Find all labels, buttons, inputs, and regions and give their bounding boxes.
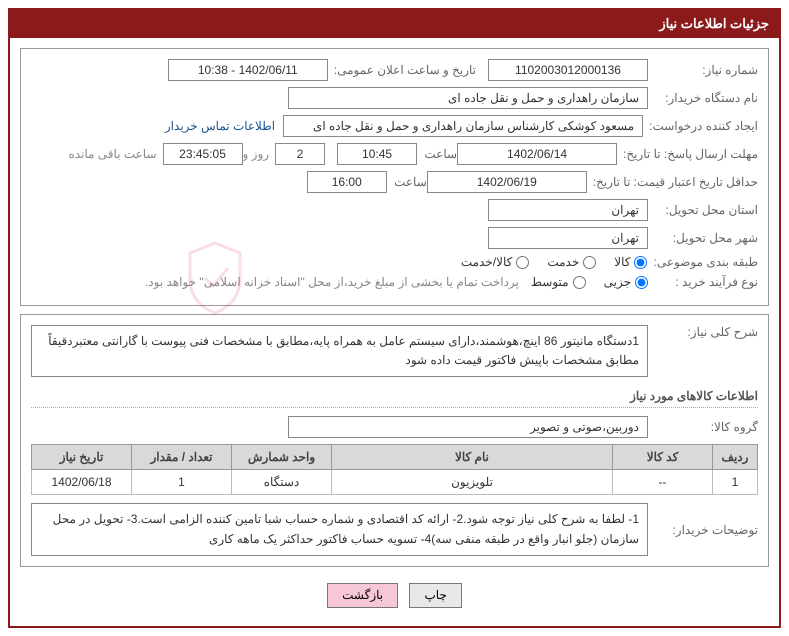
goods-group: دوربین،صوتی و تصویر xyxy=(288,416,648,438)
th-name: نام کالا xyxy=(332,445,613,470)
goods-section-title: اطلاعات کالاهای مورد نیاز xyxy=(31,383,758,408)
validity-label: حداقل تاریخ اعتبار قیمت: تا تاریخ: xyxy=(587,175,758,189)
buyer-contact-link[interactable]: اطلاعات تماس خریدار xyxy=(165,119,275,133)
overview-label: شرح کلی نیاز: xyxy=(648,325,758,339)
table-row: 1 -- تلویزیون دستگاه 1 1402/06/18 xyxy=(32,470,758,495)
requester: مسعود کوشکی کارشناس سازمان راهداری و حمل… xyxy=(283,115,643,137)
need-number-label: شماره نیاز: xyxy=(648,63,758,77)
deadline-time: 10:45 xyxy=(337,143,417,165)
requester-label: ایجاد کننده درخواست: xyxy=(643,119,758,133)
goods-group-label: گروه کالا: xyxy=(648,420,758,434)
need-details-panel: جزئیات اطلاعات نیاز شماره نیاز: 11020030… xyxy=(8,8,781,628)
radio-small[interactable]: جزیی xyxy=(604,275,648,289)
overview-box: شرح کلی نیاز: 1دستگاه مانیتور 86 اینچ،هو… xyxy=(20,314,769,567)
announce-label: تاریخ و ساعت اعلان عمومی: xyxy=(328,63,476,77)
button-row: چاپ بازگشت xyxy=(20,575,769,616)
remaining-label: ساعت باقی مانده xyxy=(68,147,156,161)
process-label: نوع فرآیند خرید : xyxy=(648,275,758,289)
print-button[interactable]: چاپ xyxy=(409,583,461,608)
th-row: ردیف xyxy=(713,445,758,470)
th-code: کد کالا xyxy=(613,445,713,470)
category-radio-group: کالا خدمت کالا/خدمت xyxy=(461,255,648,269)
buyer-org-label: نام دستگاه خریدار: xyxy=(648,91,758,105)
need-number: 1102003012000136 xyxy=(488,59,648,81)
province: تهران xyxy=(488,199,648,221)
radio-both[interactable]: کالا/خدمت xyxy=(461,255,529,269)
overview-text: 1دستگاه مانیتور 86 اینچ،هوشمند،دارای سیس… xyxy=(31,325,648,377)
city-label: شهر محل تحویل: xyxy=(648,231,758,245)
th-date: تاریخ نیاز xyxy=(32,445,132,470)
process-radio-group: جزیی متوسط xyxy=(531,275,648,289)
radio-goods[interactable]: کالا xyxy=(614,255,647,269)
deadline-label: مهلت ارسال پاسخ: تا تاریخ: xyxy=(617,147,758,161)
days-remaining: 2 xyxy=(275,143,325,165)
countdown: 23:45:05 xyxy=(163,143,243,165)
back-button[interactable]: بازگشت xyxy=(327,583,398,608)
buyer-org: سازمان راهداری و حمل و نقل جاده ای xyxy=(288,87,648,109)
deadline-date: 1402/06/14 xyxy=(457,143,617,165)
buyer-notes: 1- لطفا به شرح کلی نیاز توجه شود.2- ارائ… xyxy=(31,503,648,555)
province-label: استان محل تحویل: xyxy=(648,203,758,217)
goods-table: ردیف کد کالا نام کالا واحد شمارش تعداد /… xyxy=(31,444,758,495)
city: تهران xyxy=(488,227,648,249)
radio-service[interactable]: خدمت xyxy=(547,255,596,269)
category-label: طبقه بندی موضوعی: xyxy=(647,255,758,269)
time-label-1: ساعت xyxy=(417,147,457,161)
days-and-label: روز و xyxy=(243,147,270,161)
radio-medium[interactable]: متوسط xyxy=(531,275,586,289)
announce-datetime: 1402/06/11 - 10:38 xyxy=(168,59,328,81)
process-note: پرداخت تمام یا بخشی از مبلغ خرید،از محل … xyxy=(145,275,519,289)
main-info-box: شماره نیاز: 1102003012000136 تاریخ و ساع… xyxy=(20,48,769,306)
buyer-notes-label: توضیحات خریدار: xyxy=(648,523,758,537)
panel-title: جزئیات اطلاعات نیاز xyxy=(10,10,779,38)
validity-time: 16:00 xyxy=(307,171,387,193)
time-label-2: ساعت xyxy=(387,175,427,189)
th-unit: واحد شمارش xyxy=(232,445,332,470)
validity-date: 1402/06/19 xyxy=(427,171,587,193)
th-qty: تعداد / مقدار xyxy=(132,445,232,470)
